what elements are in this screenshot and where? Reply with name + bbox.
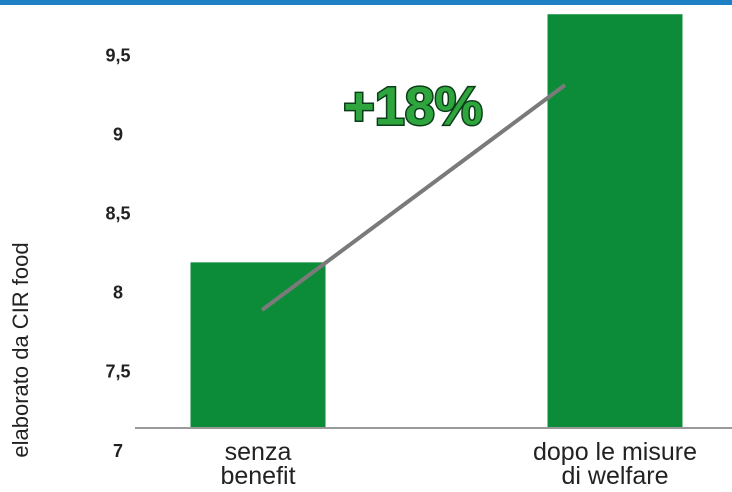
trend-line [260, 83, 567, 312]
y-tick-label: 8,5 [105, 204, 130, 224]
annotation: +18% [343, 76, 483, 136]
y-tick-label: 9,5 [105, 46, 130, 66]
y-tick-label: 9 [113, 125, 123, 145]
bar [547, 14, 683, 428]
x-tick-label: senza benefit [220, 438, 296, 490]
y-tick-label: 8 [113, 283, 123, 303]
y-axis-label: elaborato da CIR food [8, 242, 33, 457]
bar [190, 262, 326, 428]
top-strip [0, 0, 732, 5]
y-tick-label: 7 [113, 441, 123, 461]
y-tick-label: 7,5 [105, 362, 130, 382]
x-tick-label: dopo le misure di welfare [533, 438, 697, 490]
